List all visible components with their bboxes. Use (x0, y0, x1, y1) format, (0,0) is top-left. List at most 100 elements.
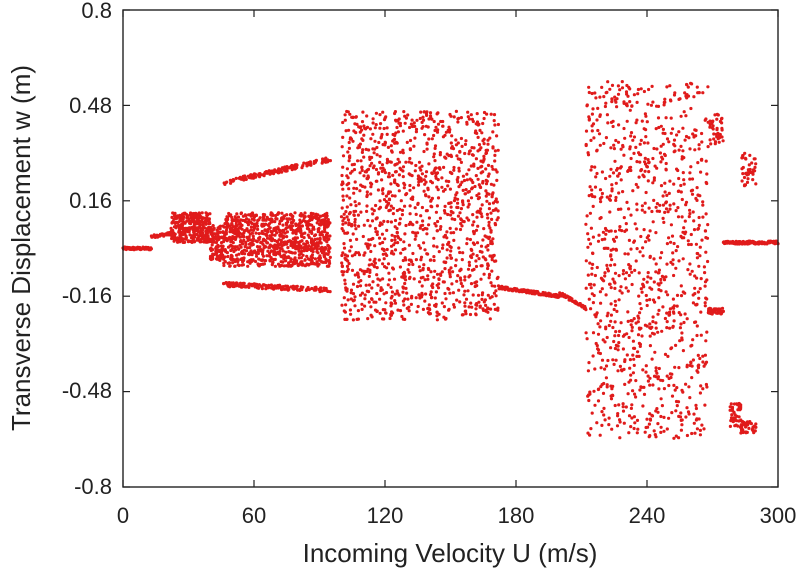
scatter-point (674, 409, 678, 413)
scatter-point (468, 237, 472, 242)
scatter-point (364, 170, 368, 174)
scatter-point (464, 139, 468, 143)
scatter-point (451, 270, 455, 274)
scatter-point (645, 417, 649, 421)
scatter-point (377, 258, 381, 262)
scatter-point (486, 163, 491, 167)
scatter-point (469, 301, 473, 305)
scatter-point (612, 362, 616, 366)
scatter-point (259, 258, 263, 262)
scatter-point (618, 436, 622, 440)
scatter-point (444, 179, 448, 183)
scatter-point (631, 353, 635, 357)
scatter-point (218, 230, 222, 234)
scatter-point (413, 206, 417, 210)
scatter-point (672, 319, 676, 323)
scatter-point (635, 354, 639, 358)
scatter-point (685, 433, 690, 438)
scatter-point (350, 115, 354, 119)
scatter-point (465, 172, 469, 176)
scatter-point (491, 237, 495, 241)
scatter-point (390, 149, 394, 153)
scatter-point (675, 293, 680, 297)
scatter-point (235, 245, 239, 249)
scatter-point (409, 302, 413, 306)
scatter-point (600, 85, 604, 89)
scatter-point (169, 226, 173, 230)
scatter-point (663, 131, 667, 136)
scatter-point (628, 166, 632, 170)
scatter-point (664, 200, 669, 204)
scatter-point (694, 242, 699, 246)
scatter-point (385, 126, 389, 130)
scatter-point (663, 97, 667, 101)
scatter-point (700, 131, 704, 136)
scatter-point (467, 117, 471, 121)
scatter-point (276, 250, 280, 255)
scatter-point (233, 246, 237, 250)
scatter-point (414, 231, 418, 235)
scatter-point (341, 135, 345, 139)
scatter-point (654, 326, 658, 330)
scatter-point (684, 134, 689, 139)
scatter-point (367, 148, 371, 152)
scatter-point (467, 263, 472, 267)
scatter-point (622, 153, 626, 157)
scatter-point (587, 237, 591, 241)
scatter-point (601, 391, 606, 395)
scatter-point (408, 188, 412, 192)
scatter-point (394, 170, 398, 174)
scatter-point (324, 252, 328, 256)
scatter-point (265, 236, 270, 240)
scatter-point (603, 367, 607, 371)
scatter-point (423, 299, 427, 303)
scatter-point (380, 232, 384, 236)
scatter-point (585, 103, 589, 107)
scatter-point (368, 243, 372, 247)
scatter-point (747, 163, 751, 167)
scatter-point (350, 222, 354, 227)
scatter-point (216, 255, 220, 260)
scatter-point (312, 227, 316, 231)
scatter-point (486, 216, 490, 220)
scatter-point (651, 156, 655, 161)
scatter-point (264, 222, 268, 226)
scatter-point (616, 344, 620, 348)
scatter-point (280, 170, 284, 174)
scatter-point (681, 171, 685, 175)
scatter-point (290, 241, 294, 245)
scatter-point (646, 275, 650, 279)
scatter-point (369, 185, 373, 189)
scatter-point (476, 135, 480, 139)
scatter-point (353, 217, 357, 222)
scatter-point (257, 218, 261, 222)
scatter-point (303, 211, 307, 215)
scatter-point (638, 327, 642, 331)
scatter-point (406, 297, 410, 301)
scatter-point (674, 209, 678, 213)
scatter-point (358, 142, 362, 146)
scatter-point (467, 218, 471, 222)
scatter-point (669, 116, 673, 120)
scatter-point (589, 282, 593, 286)
scatter-point (269, 256, 273, 260)
scatter-point (342, 212, 346, 216)
scatter-point (472, 242, 476, 246)
scatter-point (612, 339, 616, 344)
scatter-point (640, 204, 645, 208)
scatter-point (368, 164, 372, 168)
scatter-point (409, 122, 413, 126)
scatter-point (452, 168, 456, 172)
scatter-point (395, 208, 399, 213)
scatter-point (320, 221, 324, 225)
scatter-point (287, 286, 291, 290)
scatter-point (495, 178, 499, 182)
scatter-point (705, 297, 709, 301)
scatter-point (396, 234, 400, 238)
scatter-point (371, 117, 375, 121)
scatter-point (254, 239, 258, 243)
scatter-point (288, 217, 292, 221)
scatter-point (671, 262, 675, 266)
scatter-point (672, 436, 676, 440)
scatter-point (435, 310, 439, 314)
